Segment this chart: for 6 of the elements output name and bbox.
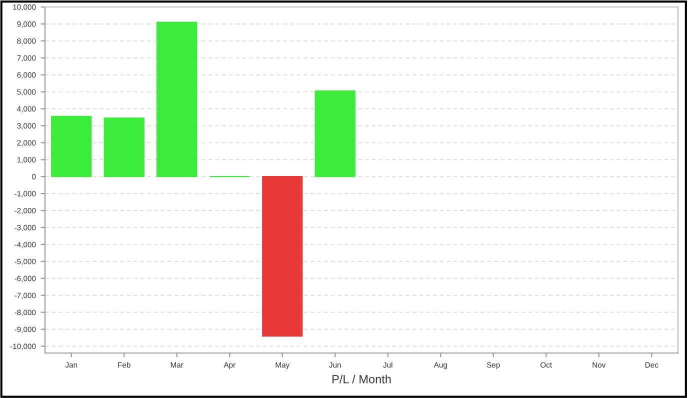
bar xyxy=(314,90,356,178)
bar xyxy=(156,22,198,178)
x-axis-title: P/L / Month xyxy=(332,374,391,384)
bar xyxy=(104,118,144,178)
bar xyxy=(51,116,92,178)
bar xyxy=(262,176,303,337)
